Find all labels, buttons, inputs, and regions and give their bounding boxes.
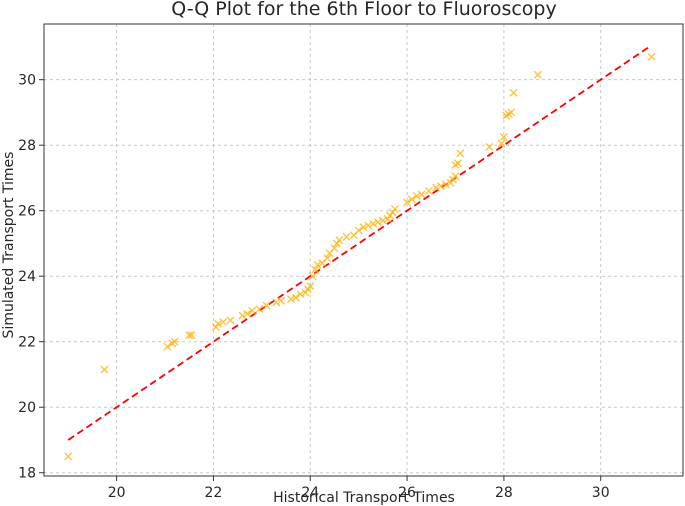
data-point (456, 149, 465, 158)
data-point (533, 70, 542, 79)
data-point (64, 452, 73, 461)
data-point (308, 272, 317, 281)
x-tick-label: 26 (398, 485, 416, 501)
x-tick-label: 30 (592, 485, 610, 501)
data-point (330, 244, 339, 253)
data-point (359, 223, 368, 232)
data-point (453, 159, 462, 168)
data-point (412, 191, 421, 200)
reference-line (67, 46, 650, 441)
data-point (509, 88, 518, 97)
data-point (262, 301, 271, 310)
y-tick-label: 30 (18, 73, 36, 89)
y-tick-label: 26 (18, 204, 36, 220)
data-point (354, 226, 363, 235)
y-tick-label: 18 (18, 466, 36, 482)
y-tick-label: 20 (18, 400, 36, 416)
data-point (170, 337, 179, 346)
y-axis-label: Simulated Transport Times (1, 152, 17, 339)
data-point (374, 218, 383, 227)
x-tick-label: 20 (108, 485, 126, 501)
data-point (163, 342, 172, 351)
data-point (417, 190, 426, 199)
data-point (243, 309, 252, 318)
data-point (499, 133, 508, 141)
data-point (187, 331, 196, 340)
data-point (238, 311, 247, 320)
data-point (364, 221, 373, 230)
data-point (323, 254, 332, 263)
data-points (64, 52, 656, 461)
data-point (407, 195, 416, 204)
grid (44, 24, 683, 476)
data-point (286, 295, 295, 304)
data-point (432, 183, 441, 192)
data-point (277, 296, 286, 305)
data-point (296, 290, 305, 299)
data-point (272, 298, 281, 307)
x-tick-label: 24 (301, 485, 319, 501)
y-tick-label: 28 (18, 138, 36, 154)
reference-line-group (67, 46, 650, 441)
data-point (291, 293, 300, 302)
data-point (226, 316, 235, 325)
data-point (403, 198, 412, 207)
axis-ticks: 20 22 24 26 28 30 18 20 22 24 26 28 30 (18, 73, 609, 501)
data-point (424, 187, 433, 196)
plot-area (43, 23, 684, 477)
data-point (497, 139, 506, 148)
data-point (313, 260, 322, 269)
chart-title: Q-Q Plot for the 6th Floor to Fluoroscop… (171, 0, 556, 20)
y-tick-label: 22 (18, 335, 36, 351)
data-point (219, 318, 228, 327)
data-point (390, 205, 399, 214)
data-point (369, 219, 378, 228)
data-point (214, 319, 223, 328)
x-axis-label: Historical Transport Times (273, 490, 455, 506)
data-point (335, 236, 344, 245)
y-tick-label: 24 (18, 269, 36, 285)
data-point (507, 108, 516, 117)
data-point (485, 142, 494, 151)
data-point (185, 331, 194, 340)
data-point (342, 232, 351, 241)
data-point (306, 282, 315, 291)
data-point (436, 182, 445, 191)
data-point (255, 304, 264, 313)
data-point (248, 306, 257, 315)
data-point (647, 52, 656, 61)
data-point (451, 172, 460, 181)
x-tick-label: 28 (495, 485, 513, 501)
data-point (378, 216, 387, 225)
x-tick-label: 22 (205, 485, 223, 501)
data-point (441, 180, 450, 189)
data-point (100, 365, 109, 374)
data-point (311, 265, 320, 274)
